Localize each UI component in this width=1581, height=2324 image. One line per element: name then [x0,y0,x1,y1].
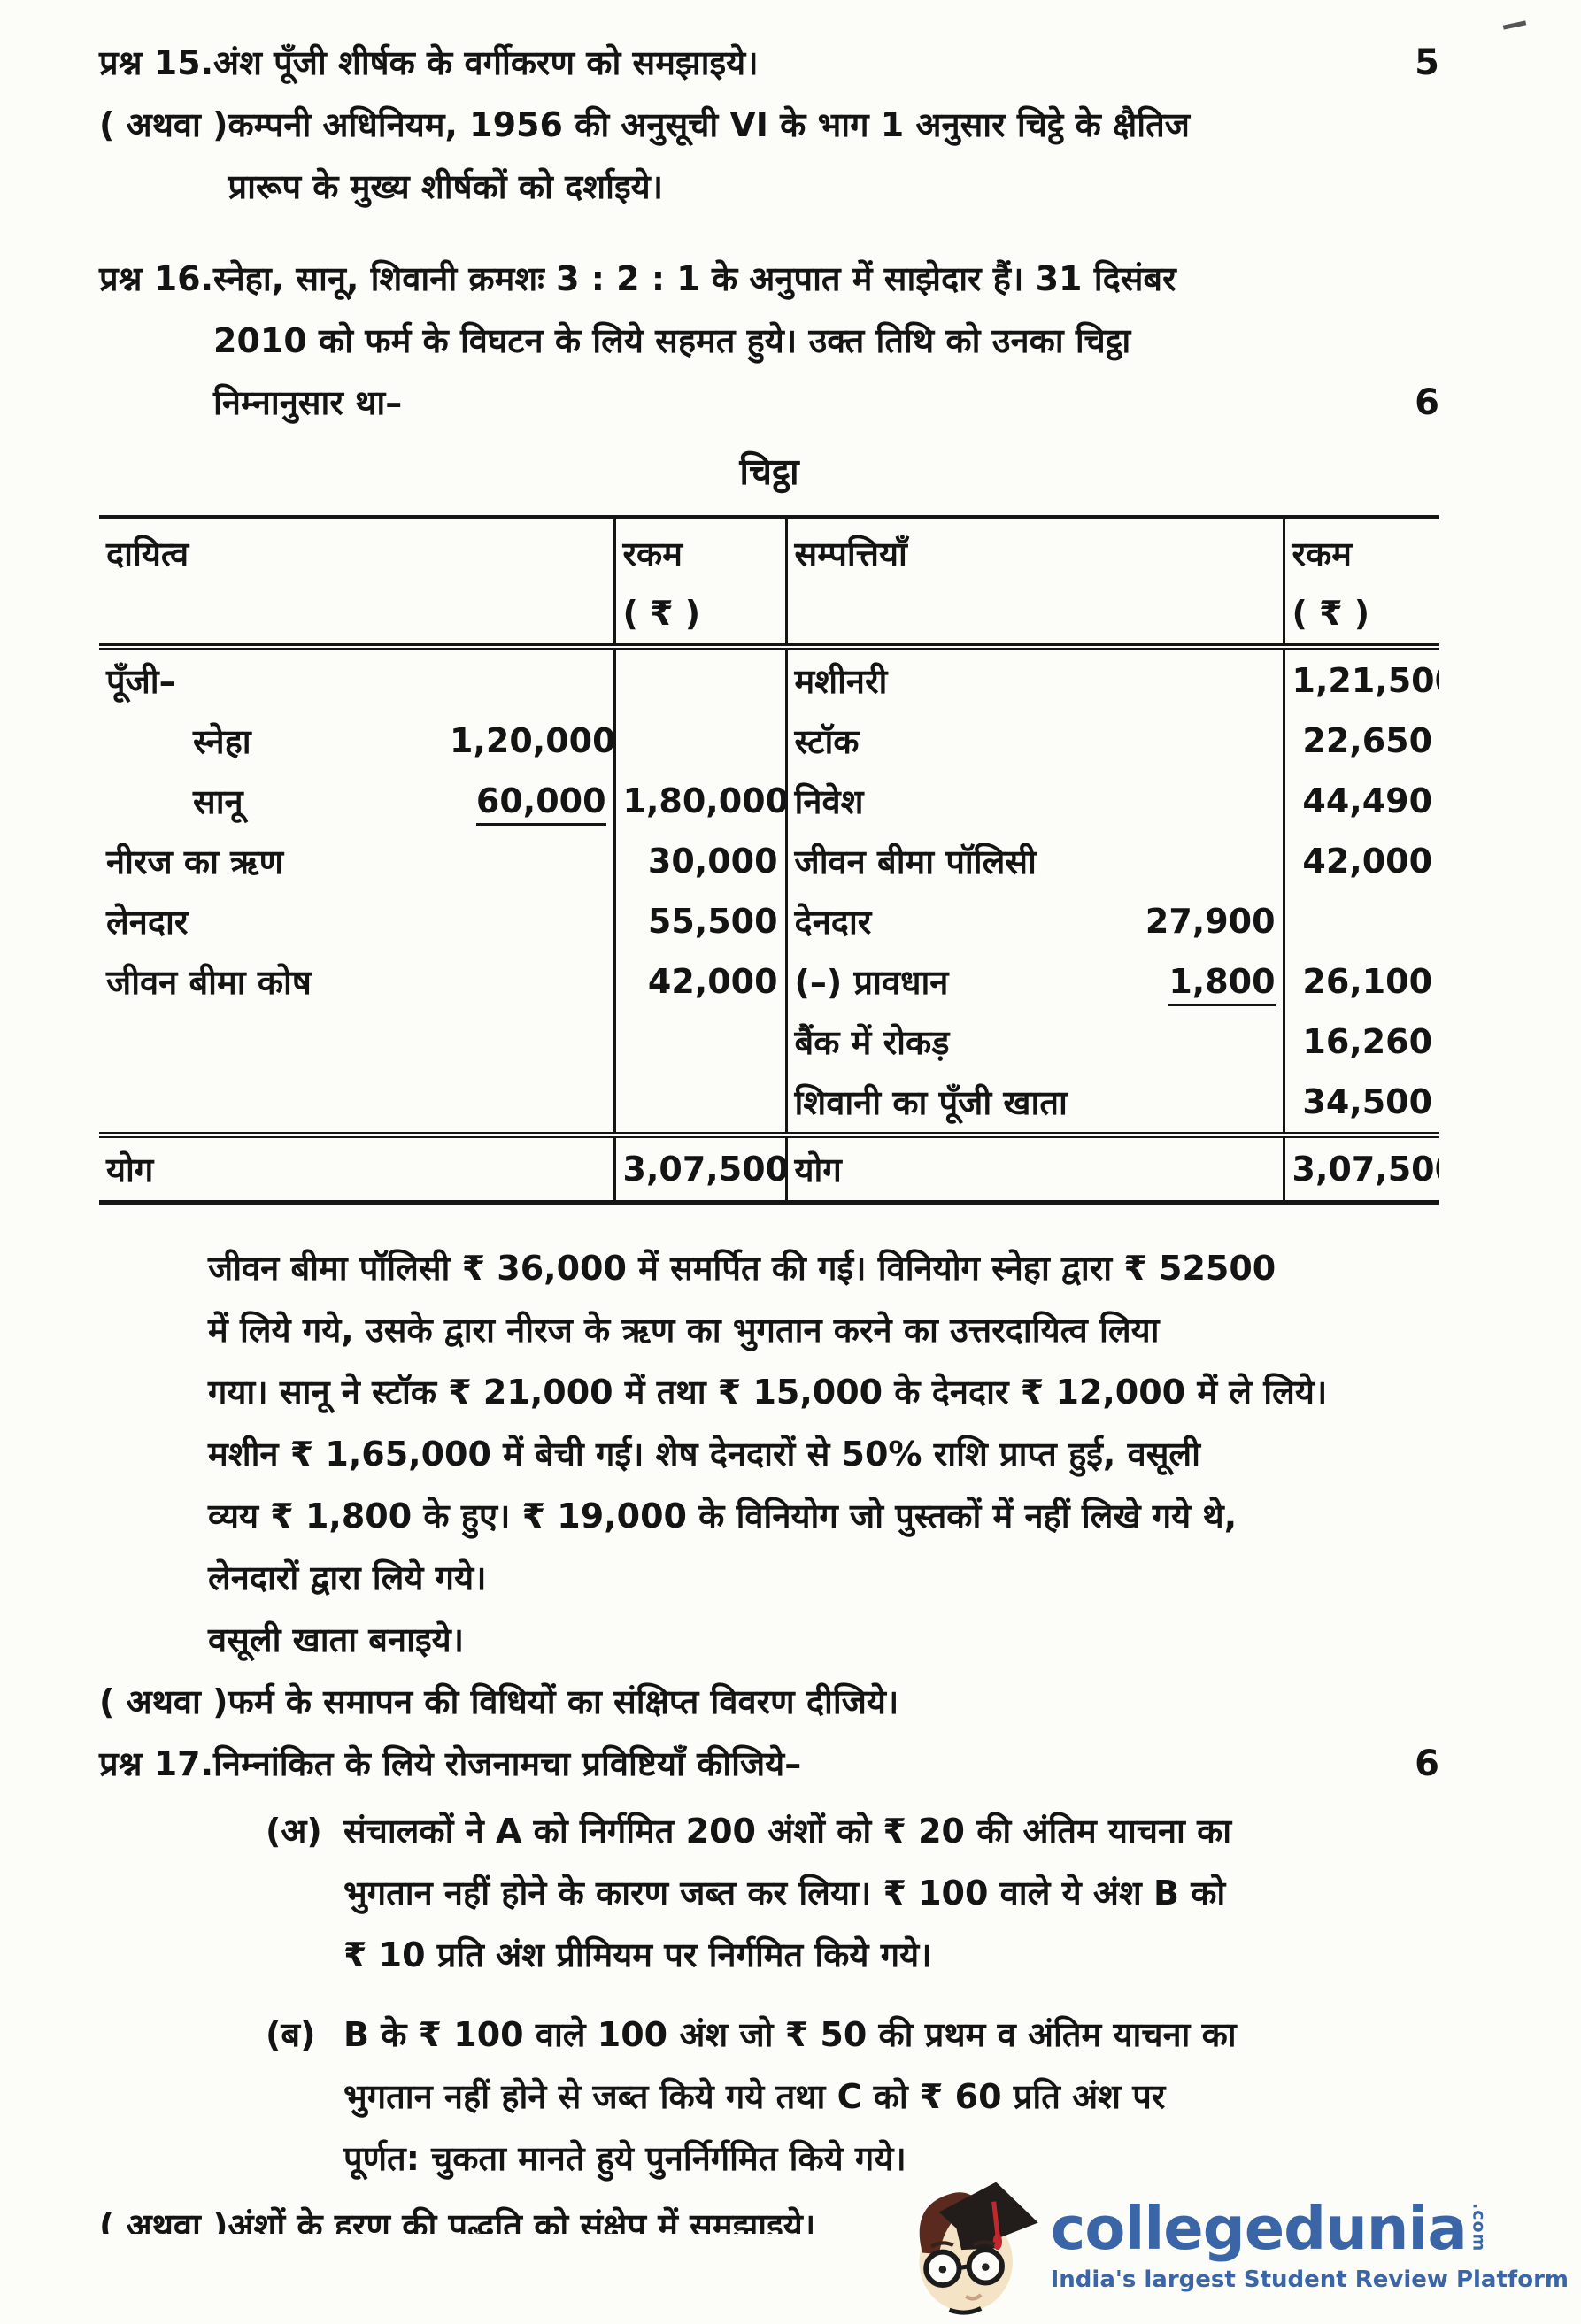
balance-sheet-title: चिट्ठा [739,450,799,493]
narration-line-1: जीवन बीमा पॉलिसी ₹ 36,000 में समर्पित की… [208,1249,1276,1288]
header-assets: सम्पत्तियाँ [786,517,1285,650]
question-16: प्रश्न 16. स्नेहा, सानू, शिवानी क्रमशः 3… [99,248,1439,434]
total-liabilities-amount: 3,07,500 [614,1132,788,1203]
page-content: प्रश्न 15. अंश पूँजी शीर्षक के वर्गीकरण … [99,32,1440,2234]
question-16-line-3: निम्नानुसार था– 6 [213,372,1439,434]
header-liab-amount: रकम( ₹ ) [614,517,788,650]
question-16-marks: 6 [1415,382,1439,423]
question-17-text: निम्नांकित के लिये रोजनामचा प्रविष्टियाँ… [213,1733,1439,1795]
narration-line-3: गया। सानू ने स्टॉक ₹ 21,000 में तथा ₹ 15… [208,1373,1328,1412]
table-header-row: दायित्व रकम( ₹ ) सम्पत्तियाँ रकम( ₹ ) [99,517,1440,650]
table-total-row: योग 3,07,500 योग 3,07,500 [99,1132,1440,1203]
collegedunia-brand-text: collegedunia [1050,2193,1468,2263]
part-b-line-2: भुगतान नहीं होने से जब्त किये गये तथा C … [343,2077,1166,2116]
question-16-line-1: स्नेहा, सानू, शिवानी क्रमशः 3 : 2 : 1 के… [213,259,1176,298]
question-17-marks: 6 [1415,1743,1439,1784]
question-17-label: प्रश्न 17. [99,1744,214,1783]
question-15-alternative: ( अथवा ) कम्पनी अधिनियम, 1956 की अनुसूची… [99,94,1439,218]
table-row: शिवानी का पूँजी खाता 34,500 [99,1072,1439,1135]
question-17-alternative-cut: ( अथवा ) अंशों के हरण की पद्धति को संक्ष… [99,2195,1439,2234]
collegedunia-tld-text: .com [1469,2202,1489,2252]
or-label: ( अथवा ) [99,105,228,144]
total-assets-amount: 3,07,500 [1284,1132,1440,1203]
question-17-part-a: (अ) संचालकों ने A को निर्गमित 200 अंशों … [266,1800,1439,1986]
question-15: प्रश्न 15. अंश पूँजी शीर्षक के वर्गीकरण … [99,32,1439,94]
question-16-line-2: 2010 को फर्म के विघटन के लिये सहमत हुये।… [213,321,1131,360]
alt-15-line-2: प्रारूप के मुख्य शीर्षकों को दर्शाइये। [228,167,664,206]
collegedunia-mascot-icon [919,2182,1038,2315]
narration-line-2: में लिये गये, उसके द्वारा नीरज के ऋण का … [208,1311,1160,1350]
narration-line-5: व्यय ₹ 1,800 के हुए। ₹ 19,000 के विनियोग… [208,1497,1238,1535]
question-16-narration: जीवन बीमा पॉलिसी ₹ 36,000 में समर्पित की… [208,1237,1439,1671]
part-b-label: (ब) [266,2015,316,2054]
table-row: पूँजी– मशीनरी 1,21,500 [99,647,1439,711]
part-a-line-3: ₹ 10 प्रति अंश प्रीमियम पर निर्गमित किये… [343,1935,932,1974]
narration-line-6: लेनदारों द्वारा लिये गये। [208,1558,487,1597]
question-16-label: प्रश्न 16. [99,259,214,298]
part-a-label: (अ) [266,1812,322,1851]
currency-symbol: ( ₹ ) [622,594,701,633]
table-row: जीवन बीमा कोष 42,000 (–) प्रावधान 1,800 … [99,951,1439,1012]
or-label: ( अथवा ) [99,2206,228,2234]
question-15-text: अंश पूँजी शीर्षक के वर्गीकरण को समझाइये।… [213,32,1439,94]
part-a-line-1: संचालकों ने A को निर्गमित 200 अंशों को ₹… [343,1812,1232,1851]
or-label: ( अथवा ) [99,1682,228,1721]
header-asset-amount: रकम( ₹ ) [1284,517,1440,650]
question-16-alternative: ( अथवा ) फर्म के समापन की विधियों का संक… [99,1671,1439,1733]
part-a-line-2: भुगतान नहीं होने के कारण जब्त कर लिया। ₹… [343,1874,1226,1912]
question-15-label: प्रश्न 15. [99,43,214,82]
total-label-assets: योग [786,1132,1285,1203]
scan-speck [1502,20,1527,30]
table-row: नीरज का ऋण 30,000 जीवन बीमा पॉलिसी 42,00… [99,831,1439,891]
narration-line-7: वसूली खाता बनाइये। [208,1620,465,1659]
question-15-marks: 5 [1415,42,1439,83]
header-liabilities: दायित्व [99,517,616,650]
narration-line-4: मशीन ₹ 1,65,000 में बेची गई। शेष देनदारो… [208,1435,1200,1474]
part-b-line-1: B के ₹ 100 वाले 100 अंश जो ₹ 50 की प्रथम… [343,2015,1237,2054]
table-row: सानू 60,000 1,80,000 निवेश 44,490 [99,771,1439,831]
alt-15-line-1: कम्पनी अधिनियम, 1956 की अनुसूची VI के भा… [228,105,1191,144]
table-row: बैंक में रोकड़ 16,260 [99,1012,1439,1072]
balance-sheet-table: दायित्व रकम( ₹ ) सम्पत्तियाँ रकम( ₹ ) पू… [99,515,1440,1205]
total-label-liabilities: योग [99,1132,616,1203]
collegedunia-logo: collegedunia .com India's largest Studen… [897,2170,1569,2320]
currency-symbol: ( ₹ ) [1292,594,1370,633]
question-17-part-b: (ब) B के ₹ 100 वाले 100 अंश जो ₹ 50 की प… [266,2004,1439,2189]
table-row: स्नेहा 1,20,000 स्टॉक 22,650 [99,711,1439,771]
alt-17-text: अंशों के हरण की पद्धति को संक्षेप में सम… [228,2206,816,2234]
alt-16-text: फर्म के समापन की विधियों का संक्षिप्त वि… [228,1682,899,1721]
table-row: लेनदार 55,500 देनदार 27,900 [99,891,1439,951]
collegedunia-tagline: India's largest Student Review Platform [1050,2266,1569,2294]
question-17: प्रश्न 17. निम्नांकित के लिये रोजनामचा प… [99,1733,1439,1795]
part-b-line-3: पूर्णत: चुकता मानते हुये पुनर्निर्गमित क… [343,2139,906,2178]
